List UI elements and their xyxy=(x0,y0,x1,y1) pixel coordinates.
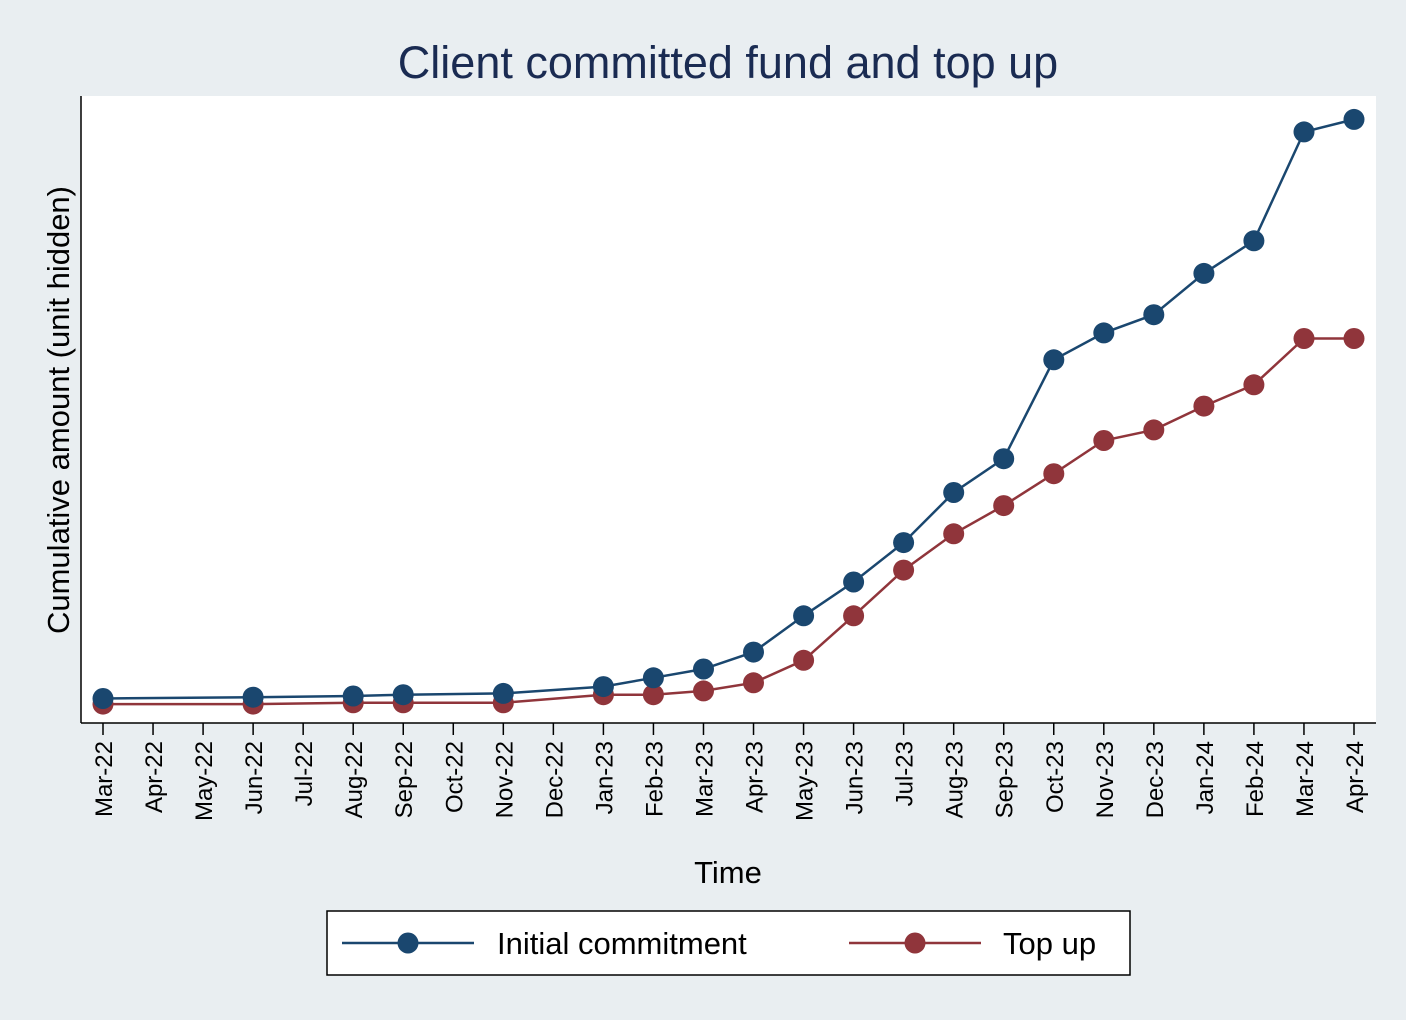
x-tick-label: Nov-22 xyxy=(491,741,518,818)
data-point xyxy=(943,523,965,545)
x-tick-label: Mar-22 xyxy=(91,741,118,817)
data-point xyxy=(1343,108,1365,130)
data-point xyxy=(92,688,114,709)
data-point xyxy=(1243,230,1265,252)
legend: Initial commitment Top up xyxy=(326,910,1131,976)
data-point xyxy=(893,559,915,581)
series-0 xyxy=(92,108,1365,709)
x-tick-label: May-23 xyxy=(792,741,819,821)
x-tick-label: Jul-22 xyxy=(291,741,318,806)
series-group xyxy=(92,108,1365,715)
x-tick-label: Sep-23 xyxy=(992,741,1019,818)
x-tick-label: Mar-23 xyxy=(691,741,718,817)
data-point xyxy=(693,658,714,680)
x-tick-label: Jan-23 xyxy=(591,741,618,814)
data-point xyxy=(993,448,1015,470)
y-axis-title: Cumulative amount (unit hidden) xyxy=(41,186,76,634)
chart-title: Client committed fund and top up xyxy=(398,37,1058,88)
x-tick-label: Jun-23 xyxy=(842,741,869,814)
x-tick-label: Jan-24 xyxy=(1192,741,1219,814)
x-tick-label: Jun-22 xyxy=(241,741,268,814)
data-point xyxy=(642,684,664,706)
data-point xyxy=(993,495,1015,517)
legend-marker xyxy=(904,932,926,954)
data-point xyxy=(1043,349,1065,371)
x-axis-title: Time xyxy=(694,855,762,890)
x-axis-ticks: Mar-22 Apr-22 May-22 Jun-22 Jul-22 Aug-22 Sep-… xyxy=(91,723,1369,821)
data-point xyxy=(392,684,414,706)
x-tick-label: Sep-22 xyxy=(391,741,418,818)
x-tick-label: Apr-23 xyxy=(742,741,769,813)
data-point xyxy=(943,482,965,503)
x-tick-label: Dec-22 xyxy=(541,741,568,818)
data-point xyxy=(1243,374,1265,396)
plot-area xyxy=(81,96,1376,723)
legend-label: Top up xyxy=(1003,926,1096,961)
data-point xyxy=(492,682,514,704)
data-point xyxy=(1043,463,1065,485)
data-point xyxy=(693,680,714,702)
x-tick-label: Nov-23 xyxy=(1092,741,1119,818)
data-point xyxy=(793,605,815,627)
data-point xyxy=(1193,262,1215,284)
data-point xyxy=(893,532,915,554)
legend-marker xyxy=(397,932,419,954)
x-tick-label: Aug-22 xyxy=(341,741,368,818)
data-point xyxy=(1143,419,1165,441)
data-point xyxy=(592,676,614,698)
data-point xyxy=(1293,121,1315,143)
x-tick-label: Feb-24 xyxy=(1242,741,1269,817)
x-tick-label: Aug-23 xyxy=(942,741,969,818)
x-tick-label: Apr-24 xyxy=(1342,741,1369,813)
data-point xyxy=(1093,430,1115,451)
legend-label: Initial commitment xyxy=(497,926,747,961)
data-point xyxy=(843,605,865,627)
data-point xyxy=(843,571,865,593)
data-point xyxy=(743,672,764,694)
data-point xyxy=(1193,395,1215,417)
data-point xyxy=(242,686,264,708)
data-point xyxy=(1093,322,1115,344)
x-tick-label: Dec-23 xyxy=(1142,741,1169,818)
legend-entries: Initial commitment Top up xyxy=(342,926,1096,961)
x-tick-label: May-22 xyxy=(191,741,218,821)
x-tick-label: Oct-23 xyxy=(1042,741,1069,813)
x-tick-label: Apr-22 xyxy=(141,741,168,813)
data-point xyxy=(1143,304,1165,326)
data-point xyxy=(642,667,664,689)
data-point xyxy=(743,641,764,663)
x-tick-label: Mar-24 xyxy=(1292,741,1319,817)
data-point xyxy=(793,649,815,671)
data-point xyxy=(1343,328,1365,349)
x-tick-label: Jul-23 xyxy=(892,741,919,806)
x-tick-label: Oct-22 xyxy=(441,741,468,813)
data-point xyxy=(342,685,364,707)
data-point xyxy=(1293,328,1315,349)
x-tick-label: Feb-23 xyxy=(641,741,668,817)
